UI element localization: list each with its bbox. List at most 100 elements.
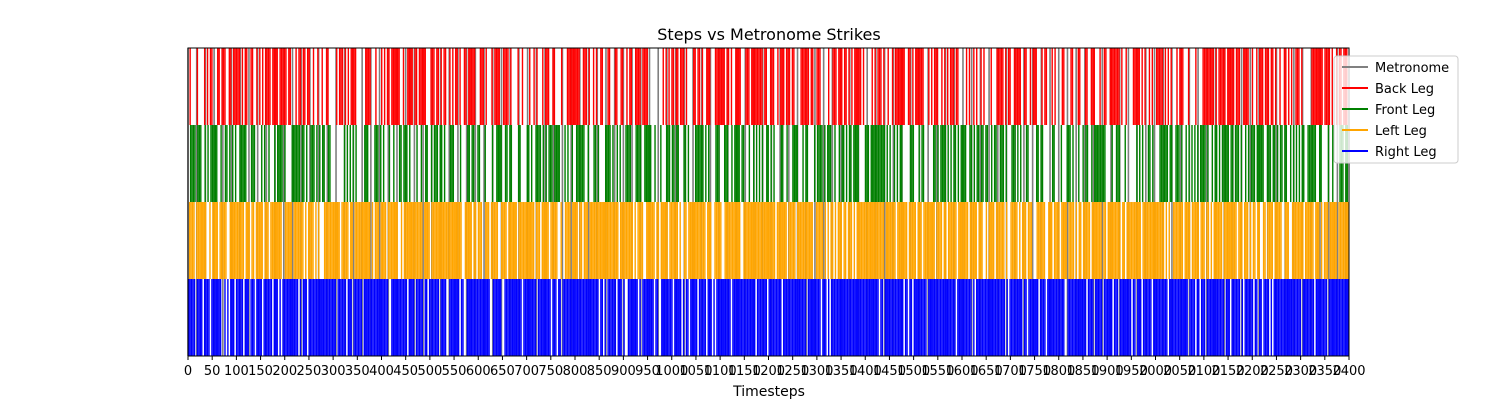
step-mark-front-leg [509,125,511,202]
step-mark-right-leg [488,279,490,356]
step-mark-right-leg [913,279,916,356]
step-mark-right-leg [868,279,871,356]
step-mark-left-leg [576,202,578,279]
step-mark-right-leg [929,279,931,356]
step-mark-right-leg [801,279,804,356]
step-mark-front-leg [880,125,883,202]
step-mark-left-leg [589,202,591,279]
step-mark-right-leg [1289,279,1291,356]
step-mark-front-leg [189,125,192,202]
step-mark-right-leg [320,279,322,356]
step-mark-left-leg [634,202,636,279]
step-mark-back-leg [1212,48,1214,125]
step-mark-left-leg [1113,202,1115,279]
step-mark-back-leg [1137,48,1139,125]
step-mark-left-leg [1152,202,1154,279]
step-mark-right-leg [695,279,698,356]
step-mark-front-leg [991,125,993,202]
step-mark-right-leg [748,279,750,356]
step-mark-left-leg [728,202,731,279]
step-mark-right-leg [1212,279,1214,356]
step-mark-back-leg [693,48,695,125]
x-tick-label: 1850 [1066,364,1099,379]
step-mark-back-leg [1290,48,1293,125]
step-mark-right-leg [558,279,560,356]
step-mark-left-leg [424,202,426,279]
step-mark-right-leg [497,279,499,356]
step-mark-right-leg [1169,279,1171,356]
step-mark-left-leg [617,202,619,279]
step-mark-right-leg [1247,279,1249,356]
step-mark-left-leg [933,202,935,279]
step-mark-left-leg [586,202,589,279]
step-mark-right-leg [441,279,444,356]
step-mark-right-leg [295,279,297,356]
step-mark-right-leg [1324,279,1326,356]
step-mark-front-leg [741,125,743,202]
step-mark-left-leg [782,202,784,279]
step-mark-right-leg [405,279,408,356]
step-mark-left-leg [605,202,607,279]
step-mark-left-leg [551,202,554,279]
step-mark-left-leg [560,202,562,279]
step-mark-left-leg [381,202,384,279]
step-mark-right-leg [1335,279,1338,356]
step-mark-left-leg [910,202,912,279]
step-mark-left-leg [1239,202,1242,279]
step-mark-left-leg [276,202,278,279]
step-mark-back-leg [973,48,975,125]
step-mark-right-leg [656,279,659,356]
step-mark-right-leg [791,279,794,356]
step-mark-left-leg [998,202,1001,279]
step-mark-left-leg [566,202,568,279]
step-mark-right-leg [796,279,798,356]
step-mark-left-leg [773,202,776,279]
step-mark-left-leg [1001,202,1004,279]
step-mark-left-leg [1262,202,1265,279]
step-mark-front-leg [687,125,690,202]
step-mark-back-leg [854,48,856,125]
step-mark-left-leg [737,202,739,279]
step-mark-right-leg [842,279,844,356]
step-mark-right-leg [540,279,543,356]
step-mark-back-leg [1071,48,1074,125]
step-mark-back-leg [880,48,882,125]
step-mark-left-leg [1326,202,1329,279]
step-mark-left-leg [918,202,921,279]
step-mark-front-leg [1237,125,1240,202]
step-mark-right-leg [809,279,811,356]
step-mark-right-leg [835,279,837,356]
step-mark-back-leg [398,48,400,125]
step-mark-right-leg [1042,279,1045,356]
step-mark-right-leg [581,279,583,356]
step-mark-front-leg [365,125,367,202]
step-mark-front-leg [277,125,279,202]
step-mark-right-leg [1006,279,1008,356]
step-mark-left-leg [408,202,410,279]
x-tick-label: 1800 [1042,364,1075,379]
step-mark-left-leg [464,202,467,279]
step-mark-left-leg [672,202,674,279]
step-mark-front-leg [374,125,376,202]
step-mark-left-leg [901,202,903,279]
step-mark-left-leg [1228,202,1230,279]
step-mark-right-leg [1193,279,1196,356]
step-mark-right-leg [1273,279,1275,356]
step-mark-left-leg [1048,202,1050,279]
step-mark-left-leg [881,202,883,279]
step-mark-left-leg [503,202,506,279]
step-mark-front-leg [829,125,832,202]
step-mark-left-leg [1187,202,1189,279]
step-mark-right-leg [430,279,432,356]
step-mark-left-leg [856,202,858,279]
step-mark-right-leg [608,279,611,356]
step-mark-back-leg [1092,48,1094,125]
step-mark-left-leg [508,202,510,279]
step-mark-left-leg [952,202,954,279]
step-mark-front-leg [279,125,282,202]
step-mark-front-leg [409,125,411,202]
step-mark-right-leg [1312,279,1315,356]
step-mark-left-leg [1142,202,1144,279]
step-mark-left-leg [357,202,359,279]
step-mark-front-leg [1320,125,1322,202]
